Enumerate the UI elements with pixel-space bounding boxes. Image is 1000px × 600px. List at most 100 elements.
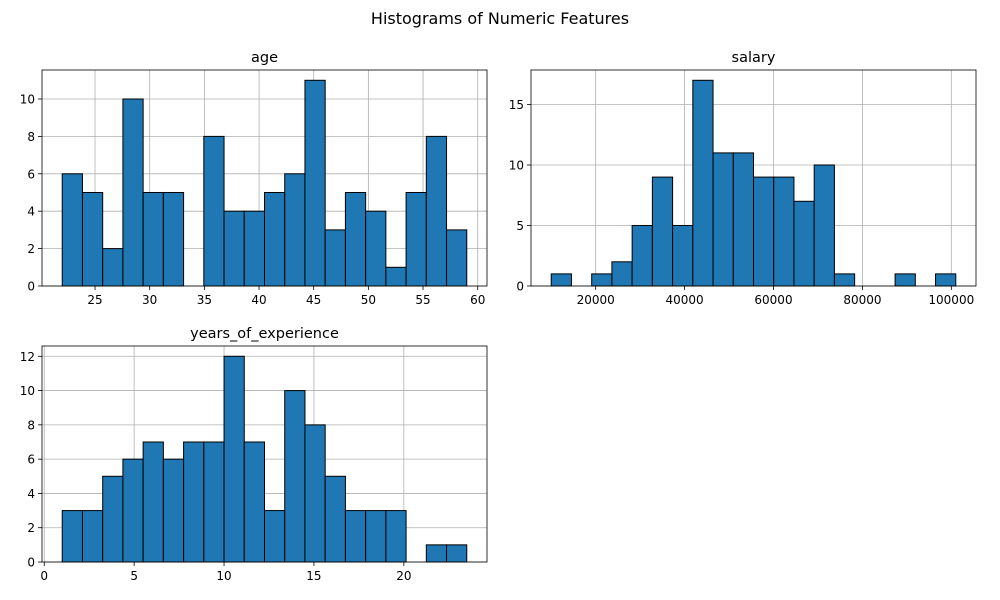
salary-x-tick-label: 80000: [843, 293, 881, 307]
salary-bar: [813, 164, 835, 287]
years-of-experience-bar: [81, 510, 104, 563]
years-of-experience-bar: [203, 441, 225, 563]
years-of-experience-bar: [122, 458, 144, 563]
salary-histogram-panel: 20000 40000 60000 80000 100000 0 5 10 15 salary: [509, 50, 977, 307]
age-bar: [122, 98, 144, 287]
salary-bar: [894, 273, 916, 287]
salary-bar: [732, 152, 754, 287]
salary-y-tick-label: 5: [516, 219, 524, 233]
salary-y-tick-label: 10: [509, 158, 524, 172]
years-of-experience-x-tick-label: 10: [216, 569, 231, 583]
age-bar: [81, 191, 104, 287]
salary-bar: [753, 176, 775, 287]
years-of-experience-bar: [102, 475, 124, 563]
age-y-tick-label: 4: [27, 205, 35, 219]
age-bar: [284, 173, 306, 287]
years-of-experience-bar: [223, 355, 245, 563]
years-of-experience-y-tick-label: 10: [20, 384, 35, 398]
age-bar: [365, 210, 387, 287]
age-bar: [304, 79, 326, 287]
salary-bar: [611, 261, 633, 287]
years-of-experience-bar: [284, 390, 306, 563]
age-y-tick-label: 10: [20, 92, 35, 106]
age-bar: [344, 191, 367, 287]
age-histogram-panel: 25 30 35 40 45 50 55 60 0 2 4 6 8 10 age: [20, 50, 488, 307]
age-y-tick-label: 2: [27, 242, 35, 256]
salary-bar: [935, 273, 957, 287]
years-of-experience-x-tick-label: 5: [130, 569, 138, 583]
years-of-experience-y-tick-label: 12: [20, 350, 35, 364]
years-of-experience-bar: [61, 510, 83, 563]
age-bar: [405, 191, 427, 287]
age-y-tick-label: 0: [27, 280, 35, 294]
salary-subplot-title: salary: [732, 50, 776, 66]
years-of-experience-y-tick-label: 0: [27, 556, 35, 570]
salary-bar: [793, 200, 815, 287]
salary-bar: [692, 79, 714, 287]
figure-title: Histograms of Numeric Features: [370, 9, 630, 28]
age-bar: [142, 191, 164, 287]
salary-bar: [591, 273, 613, 287]
years-of-experience-bar: [142, 441, 164, 563]
years-of-experience-x-tick-label: 20: [396, 569, 411, 583]
age-x-tick-label: 35: [197, 293, 212, 307]
salary-x-tick-label: 20000: [577, 293, 615, 307]
years-of-experience-bar: [243, 441, 265, 563]
age-bar: [203, 135, 225, 287]
years-of-experience-y-tick-label: 6: [27, 453, 35, 467]
age-bar: [162, 191, 185, 287]
salary-bar: [833, 273, 856, 287]
age-bar: [102, 248, 124, 287]
salary-bar: [672, 224, 694, 287]
years-of-experience-bar: [385, 510, 407, 563]
salary-bar: [651, 176, 674, 287]
age-x-tick-label: 55: [415, 293, 430, 307]
salary-x-tick-label: 60000: [754, 293, 792, 307]
salary-x-tick-label: 40000: [666, 293, 704, 307]
years-of-experience-histogram-panel: 0 5 10 15 20 0 2 4 6 8 10 12 years_of_experience: [20, 326, 488, 583]
age-bar: [385, 266, 407, 287]
salary-y-tick-label: 15: [509, 98, 524, 112]
age-x-tick-label: 25: [87, 293, 102, 307]
salary-axes-frame: [530, 69, 977, 287]
years-of-experience-y-tick-label: 8: [27, 418, 35, 432]
salary-bar: [631, 224, 653, 287]
years-of-experience-x-tick-label: 15: [306, 569, 321, 583]
age-y-tick-label: 8: [27, 130, 35, 144]
years-of-experience-bar: [183, 441, 205, 563]
years-of-experience-y-tick-label: 4: [27, 487, 35, 501]
years-of-experience-bar: [264, 510, 286, 563]
age-bar: [223, 210, 245, 287]
years-of-experience-bar: [425, 544, 448, 563]
age-y-tick-label: 6: [27, 167, 35, 181]
age-bar: [324, 229, 346, 287]
years-of-experience-y-tick-label: 2: [27, 521, 35, 535]
age-axes-frame: [41, 69, 488, 287]
years-of-experience-subplot-title: years_of_experience: [190, 326, 339, 342]
years-of-experience-bar: [162, 458, 185, 563]
age-bar: [243, 210, 265, 287]
salary-y-tick-label: 0: [516, 280, 524, 294]
age-x-tick-label: 45: [306, 293, 321, 307]
salary-bar: [550, 273, 572, 287]
salary-bar: [712, 152, 734, 287]
age-x-tick-label: 30: [142, 293, 157, 307]
salary-x-tick-label: 100000: [928, 293, 974, 307]
age-x-tick-label: 40: [251, 293, 266, 307]
years-of-experience-bar: [304, 424, 326, 563]
years-of-experience-bar: [344, 510, 367, 563]
age-x-tick-label: 60: [470, 293, 485, 307]
age-bar: [61, 173, 83, 287]
age-bar: [446, 229, 468, 287]
age-x-tick-label: 50: [361, 293, 376, 307]
years-of-experience-bar: [365, 510, 387, 563]
years-of-experience-bar: [324, 475, 346, 563]
years-of-experience-bar: [446, 544, 468, 563]
salary-bar: [773, 176, 795, 287]
years-of-experience-x-tick-label: 0: [40, 569, 48, 583]
age-bar: [264, 191, 286, 287]
age-bar: [425, 135, 448, 287]
years-of-experience-axes-frame: [41, 345, 488, 563]
age-subplot-title: age: [251, 50, 278, 66]
